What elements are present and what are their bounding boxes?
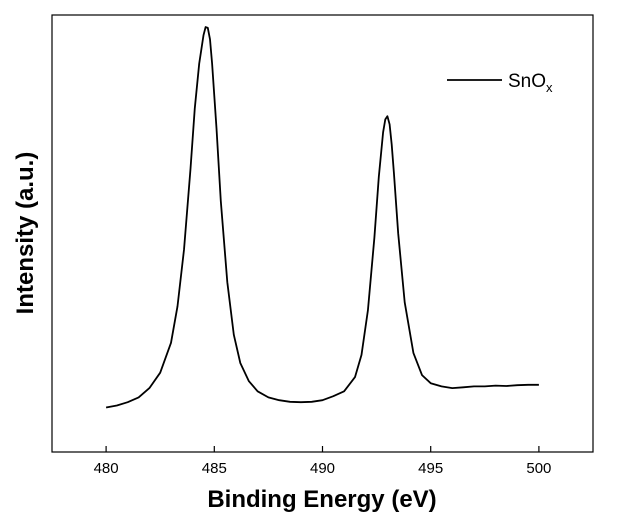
- x-tick-label: 485: [202, 460, 227, 477]
- x-tick-label: 500: [526, 460, 551, 477]
- x-axis-ticks: [105, 446, 540, 452]
- legend-label-sub: x: [546, 80, 553, 95]
- legend-label: SnOx: [508, 71, 553, 95]
- series-line-snox: [105, 26, 539, 409]
- x-axis-tick-labels: 480 485 490 495 500: [94, 460, 552, 477]
- x-tick-label: 490: [310, 460, 335, 477]
- x-tick-label: 480: [94, 460, 119, 477]
- legend-label-base: SnO: [508, 71, 546, 92]
- y-axis-title: Intensity (a.u.): [12, 152, 39, 315]
- x-tick-label: 495: [418, 460, 443, 477]
- x-axis-title: Binding Energy (eV): [207, 486, 436, 513]
- legend: SnOx: [447, 71, 553, 95]
